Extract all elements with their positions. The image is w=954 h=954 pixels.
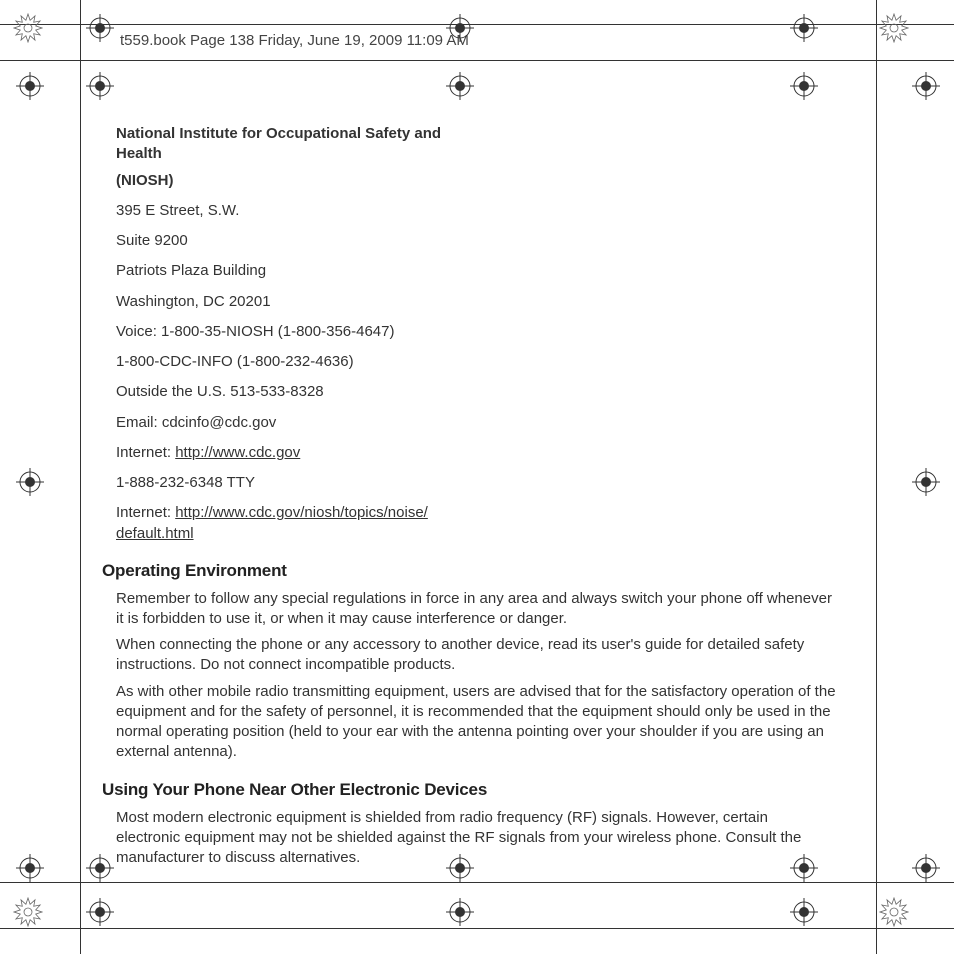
niosh-address-line: 395 E Street, S.W. (116, 201, 476, 221)
registration-mark-icon (912, 854, 940, 882)
registration-mark-icon (790, 854, 818, 882)
niosh-address-line: Washington, DC 20201 (116, 292, 476, 312)
internet-label: Internet: (116, 444, 175, 461)
crop-rule (0, 60, 954, 61)
paragraph: When connecting the phone or any accesso… (116, 635, 836, 676)
registration-mark-icon (790, 72, 818, 100)
niosh-internet-1: Internet: http://www.cdc.gov (116, 443, 476, 463)
color-bar-star-icon (13, 13, 43, 43)
paragraph: Most modern electronic equipment is shie… (116, 808, 836, 869)
link-niosh-noise[interactable]: http://www.cdc.gov/niosh/topics/noise/ (175, 504, 428, 521)
niosh-address-line: Email: cdcinfo@cdc.gov (116, 413, 476, 433)
crop-rule (0, 882, 954, 883)
registration-mark-icon (86, 72, 114, 100)
niosh-title-line1: National Institute for Occupational Safe… (116, 124, 476, 165)
heading-near-electronic-devices: Using Your Phone Near Other Electronic D… (102, 779, 836, 802)
page-content: National Institute for Occupational Safe… (116, 118, 836, 868)
crop-rule (0, 928, 954, 929)
niosh-title-line2: (NIOSH) (116, 171, 476, 191)
registration-mark-icon (446, 898, 474, 926)
heading-operating-environment: Operating Environment (102, 560, 836, 583)
registration-mark-icon (446, 854, 474, 882)
registration-mark-icon (86, 898, 114, 926)
paragraph: Remember to follow any special regulatio… (116, 589, 836, 630)
registration-mark-icon (790, 14, 818, 42)
registration-mark-icon (16, 854, 44, 882)
link-cdc[interactable]: http://www.cdc.gov (175, 444, 300, 461)
registration-mark-icon (446, 72, 474, 100)
registration-mark-icon (912, 72, 940, 100)
registration-mark-icon (86, 854, 114, 882)
paragraph: As with other mobile radio transmitting … (116, 682, 836, 763)
color-bar-star-icon (879, 897, 909, 927)
crop-rule (80, 0, 81, 954)
registration-mark-icon (790, 898, 818, 926)
niosh-internet-2: Internet: http://www.cdc.gov/niosh/topic… (116, 503, 476, 523)
niosh-address-line: 1-800-CDC-INFO (1-800-232-4636) (116, 352, 476, 372)
running-header: t559.book Page 138 Friday, June 19, 2009… (120, 32, 469, 49)
registration-mark-icon (446, 14, 474, 42)
link-niosh-noise-2[interactable]: default.html (116, 525, 194, 542)
registration-mark-icon (16, 72, 44, 100)
color-bar-star-icon (13, 897, 43, 927)
niosh-address-line: Voice: 1-800-35-NIOSH (1-800-356-4647) (116, 322, 476, 342)
niosh-tty: 1-888-232-6348 TTY (116, 473, 476, 493)
niosh-address-line: Patriots Plaza Building (116, 261, 476, 281)
registration-mark-icon (912, 468, 940, 496)
color-bar-star-icon (879, 13, 909, 43)
niosh-address-line: Suite 9200 (116, 231, 476, 251)
registration-mark-icon (86, 14, 114, 42)
niosh-internet-2b: default.html (116, 524, 476, 544)
internet-label: Internet: (116, 504, 175, 521)
niosh-address-line: Outside the U.S. 513-533-8328 (116, 382, 476, 402)
registration-mark-icon (16, 468, 44, 496)
crop-rule (876, 0, 877, 954)
